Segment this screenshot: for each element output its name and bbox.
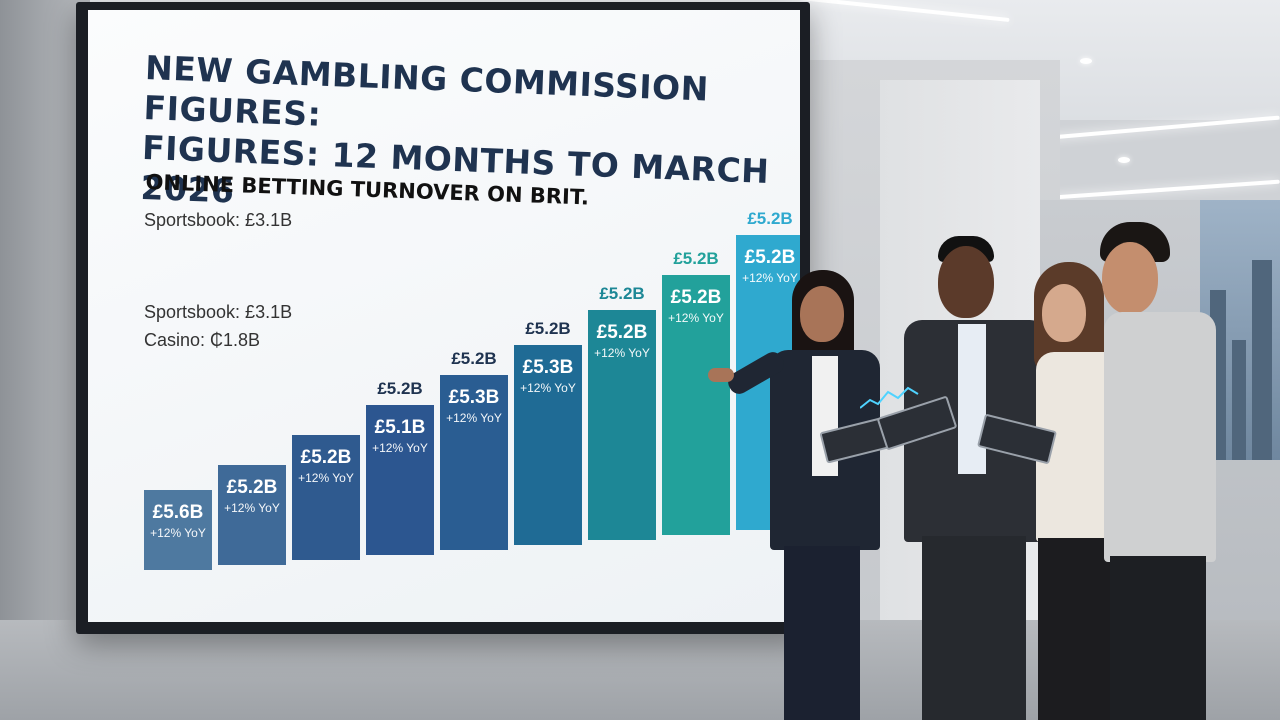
chart-bar: £5.3B +12% YoY [440,375,508,550]
bar-yoy-label: +12% YoY [298,471,354,485]
bar-top-label: £5.2B [451,349,497,368]
face [1102,242,1158,314]
face [1042,284,1086,342]
chart-bar: £5.6B +12% YoY [144,490,212,570]
bar-yoy-label: +12% YoY [520,381,576,395]
bar-yoy-label: +12% YoY [150,526,206,540]
chart-bar: £5.2B +12% YoY [588,310,656,540]
note-casino: Casino: ₵1.8B [144,330,261,350]
bar-value-label: £5.2B [300,447,352,468]
left-wall [0,0,90,720]
person-presenter [708,270,909,720]
chart-bar: £5.2B +12% YoY [218,465,286,565]
bar-value-label: £5.1B [374,417,426,438]
shirt [958,324,986,474]
bar-value-label: £5.2B [226,477,278,498]
bar-value-label: £5.2B [670,287,722,308]
holographic-chart-icon [859,386,920,412]
presentation-screen: NEW GAMBLING COMMISSION FIGURES: FIGURES… [88,10,800,622]
ceiling-downlight [1118,157,1130,163]
trousers [1110,556,1206,720]
chart-bar: £5.2B +12% YoY [662,275,730,535]
skyline-building [1252,260,1272,460]
chart-bar: £5.1B +12% YoY [366,405,434,555]
bar-top-label: £5.2B [673,249,719,268]
face [938,246,994,318]
hand [708,368,734,382]
chart-bar: £5.3B +12% YoY [514,345,582,545]
bar-yoy-label: +12% YoY [742,271,798,285]
bar-value-label: £5.3B [448,387,500,408]
face [800,286,844,342]
ceiling-downlight [1080,58,1092,64]
trousers [1038,538,1118,720]
bar-top-label: £5.2B [747,209,793,228]
trousers [922,536,1026,720]
bar-value-label: £5.6B [152,502,204,523]
skyline-building [1232,340,1246,460]
ceiling-light-strip [1040,179,1280,201]
bar-value-label: £5.3B [522,357,574,378]
bar-yoy-label: +12% YoY [594,346,650,360]
bar-top-label: £5.2B [525,319,571,338]
sweater [1104,312,1216,562]
turnover-bar-chart: £5.6B +12% YoY £5.2B +12% YoY £5.2B +12% YoY £… [88,10,800,622]
bar-top-label: £5.2B [599,284,645,303]
bar-top-label: £5.2B [377,379,423,398]
note-sportsbook-top: Sportsbook: £3.1B [144,210,293,230]
bar-value-label: £5.2B [744,247,796,268]
person-man-sweater [1086,222,1216,720]
bar-value-label: £5.2B [596,322,648,343]
note-sportsbook: Sportsbook: £3.1B [144,302,293,322]
trousers [784,546,860,720]
bar-yoy-label: +12% YoY [224,501,280,515]
bar-yoy-label: +12% YoY [446,411,502,425]
chart-bar: £5.2B +12% YoY [292,435,360,560]
person-man-suit [859,236,1050,720]
bar-yoy-label: +12% YoY [372,441,428,455]
bar-yoy-label: +12% YoY [668,311,724,325]
